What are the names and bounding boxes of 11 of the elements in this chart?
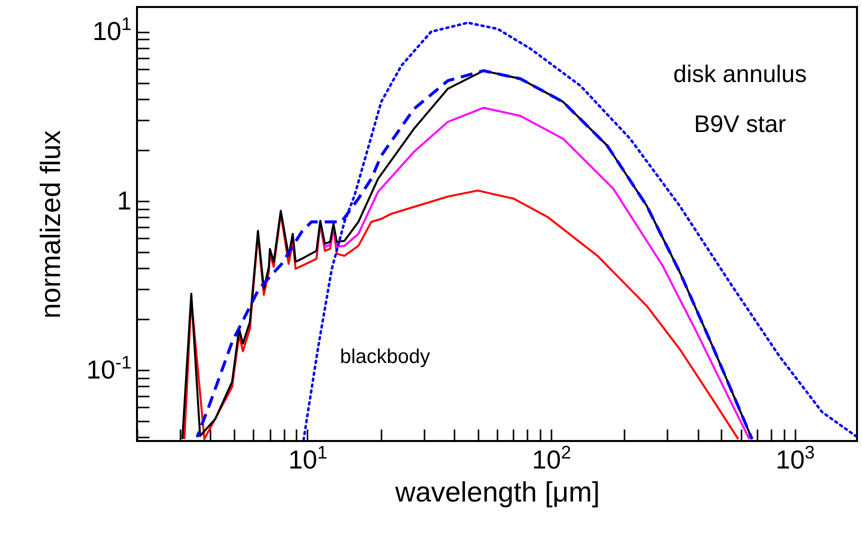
y-tick-label: 1 [117,185,132,216]
y-axis-title: normalized flux [35,130,66,319]
annotation: blackbody [340,346,430,368]
annotation: disk annulus [673,61,807,88]
x-tick-label: 10$^{3}$ [776,442,815,474]
x-tick-label: 10$^{1}$ [288,442,328,474]
annotation: B9V star [694,111,786,138]
x-axis-title: wavelength [μm] [394,476,600,508]
y-tick-label: 10$^{-1}$ [86,352,132,384]
y-tick-label: 10$^{1}$ [92,14,132,46]
x-tick-label: 10$^{2}$ [532,442,572,474]
